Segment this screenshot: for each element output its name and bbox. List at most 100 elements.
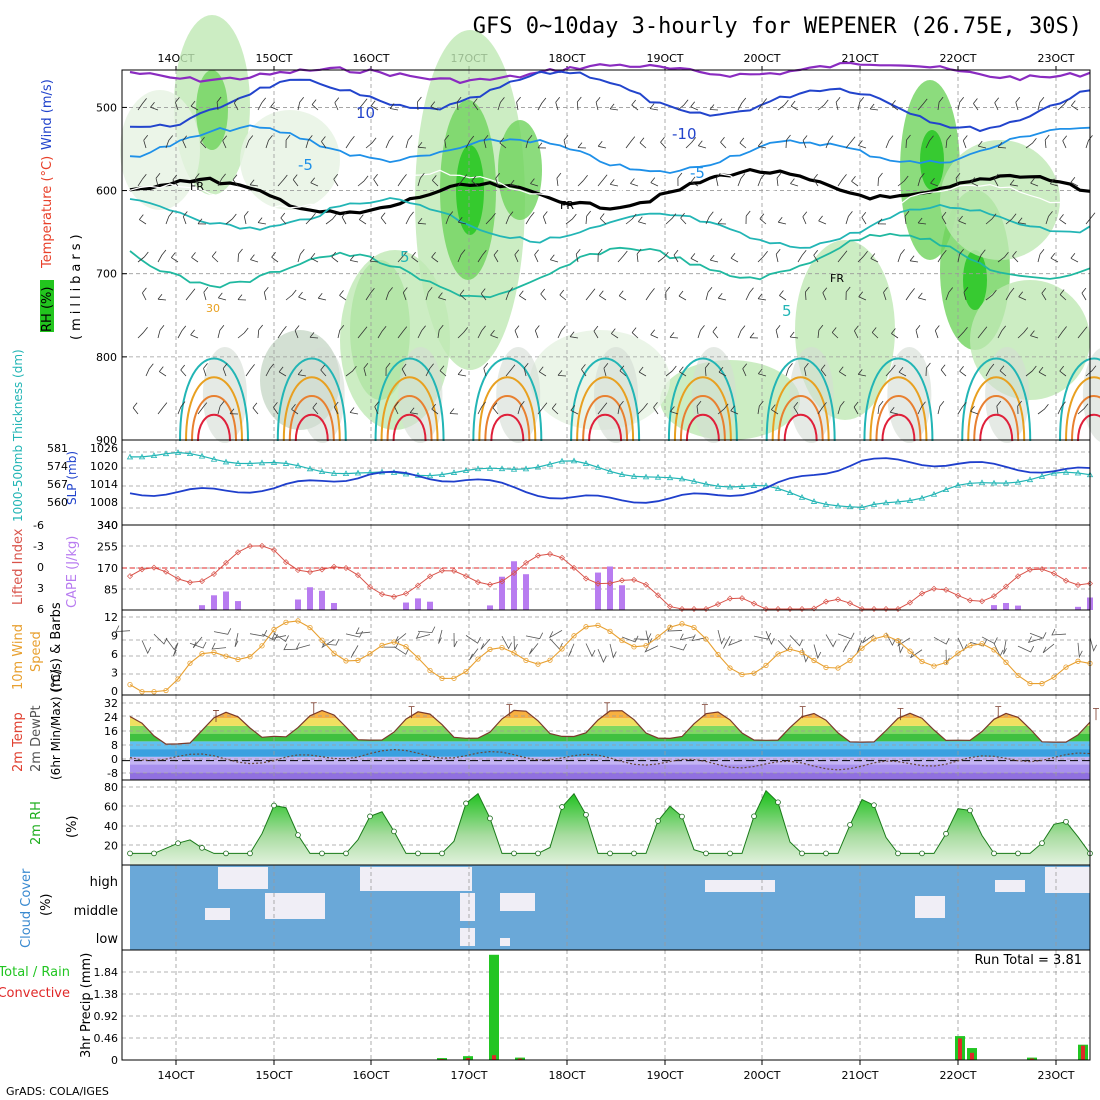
wind-barb bbox=[431, 251, 439, 263]
wind-barb bbox=[871, 327, 879, 339]
wind-barb bbox=[775, 324, 781, 339]
diurnal-temp-loop bbox=[570, 357, 641, 442]
surface-wind-barb bbox=[261, 633, 278, 641]
wind-speed-point bbox=[463, 668, 469, 675]
wind-barb bbox=[417, 96, 422, 111]
wind-barb bbox=[389, 103, 399, 111]
wind-barb bbox=[305, 135, 313, 149]
diurnal-temp-loop bbox=[1065, 376, 1100, 442]
li-point bbox=[859, 606, 865, 612]
rh-blob-low bbox=[398, 347, 443, 443]
freezing-label-b: FR bbox=[560, 199, 574, 212]
wind-barb bbox=[854, 325, 859, 339]
upper-y-tick: 600 bbox=[96, 185, 117, 198]
thickness-tick: 560 bbox=[47, 496, 68, 509]
wind-barb bbox=[542, 211, 548, 225]
rh-point bbox=[655, 818, 661, 824]
rh-point bbox=[511, 850, 517, 857]
wind-barb bbox=[363, 363, 369, 377]
wind-barb bbox=[818, 215, 827, 225]
wind-barb bbox=[720, 136, 727, 149]
li-point bbox=[475, 579, 481, 586]
wind-barb bbox=[194, 173, 200, 187]
wind-barb bbox=[292, 174, 299, 187]
wind-barb bbox=[817, 99, 829, 111]
temp-band bbox=[130, 733, 1090, 742]
wind-barb bbox=[1017, 327, 1029, 339]
li-point bbox=[607, 580, 613, 587]
wind-barb bbox=[1009, 179, 1019, 187]
surface-wind-barb bbox=[1042, 643, 1055, 654]
thickness-point bbox=[150, 452, 158, 458]
wind-speed-point bbox=[619, 637, 625, 644]
wind-barb bbox=[270, 101, 279, 111]
wind-barb bbox=[320, 364, 327, 377]
wind-speed-point bbox=[703, 636, 709, 642]
thickness-point bbox=[318, 468, 326, 475]
wind-barb bbox=[563, 135, 569, 149]
wind-barb bbox=[1077, 326, 1088, 339]
wind-speed-point bbox=[607, 628, 613, 634]
precip-tick: 1.38 bbox=[94, 988, 119, 1001]
wind-barb bbox=[203, 287, 209, 301]
precip-bar-convective bbox=[518, 1058, 522, 1060]
li-line bbox=[129, 545, 1091, 610]
wind-barb bbox=[777, 216, 787, 225]
wind-speed-point bbox=[391, 639, 397, 645]
cape-bar bbox=[511, 561, 517, 610]
thickness-point bbox=[234, 460, 242, 466]
wind-barb bbox=[1005, 287, 1015, 301]
bottom-axis-label: 23OCT bbox=[1037, 1069, 1074, 1082]
wind-barb bbox=[182, 135, 188, 149]
wind-barb bbox=[665, 286, 671, 301]
wind-speed-point bbox=[847, 657, 853, 664]
temp-band bbox=[130, 772, 1090, 780]
wind-barb bbox=[325, 213, 337, 225]
surface-wind-barb bbox=[957, 637, 968, 652]
rh-point bbox=[463, 800, 469, 807]
wind-barb bbox=[917, 292, 927, 301]
li-point bbox=[967, 597, 973, 604]
wind-speed-point bbox=[523, 657, 529, 664]
li-point bbox=[871, 606, 877, 612]
rh-point bbox=[895, 850, 901, 857]
li-point bbox=[343, 564, 349, 571]
li-point bbox=[715, 601, 721, 608]
temp-tick: 0 bbox=[111, 753, 118, 766]
wind-speed-point bbox=[1051, 674, 1057, 680]
surface-wind-barb bbox=[585, 643, 596, 658]
wind-tick: 9 bbox=[111, 630, 118, 643]
wind-barb bbox=[1062, 135, 1068, 149]
wind-barb bbox=[265, 135, 273, 149]
wind-barb bbox=[177, 401, 186, 415]
wind-barb bbox=[249, 179, 259, 187]
cloud-gap bbox=[500, 893, 535, 911]
surface-wind-barb bbox=[645, 630, 653, 646]
rh-point bbox=[967, 807, 973, 814]
wind-speed-point bbox=[343, 658, 349, 664]
rh-point bbox=[1063, 818, 1069, 825]
wind-barb bbox=[941, 211, 947, 225]
wind-barb bbox=[797, 249, 807, 263]
wind-barb bbox=[585, 288, 596, 301]
wind-barb bbox=[203, 363, 208, 377]
wind-barb bbox=[999, 365, 1007, 377]
wind-barb bbox=[1037, 249, 1045, 263]
rh-point bbox=[319, 850, 325, 857]
cape-ticks: -6 -3 0 3 6 340 255 170 85 bbox=[33, 519, 118, 616]
wind-barb bbox=[457, 174, 468, 187]
wind-barb bbox=[263, 286, 269, 301]
li-point bbox=[655, 592, 661, 599]
wind-barb bbox=[370, 100, 379, 111]
wind-barb bbox=[309, 332, 319, 339]
wind-barb bbox=[825, 135, 834, 149]
rh-point bbox=[1015, 850, 1021, 857]
surface-wind-barb bbox=[273, 633, 289, 643]
cape-bar bbox=[331, 602, 337, 610]
wind-barb bbox=[180, 364, 187, 377]
thickness-point bbox=[774, 485, 782, 491]
wind-speed-point bbox=[811, 657, 817, 664]
wind-barb bbox=[1018, 291, 1027, 301]
wind-speed-point bbox=[727, 665, 733, 671]
